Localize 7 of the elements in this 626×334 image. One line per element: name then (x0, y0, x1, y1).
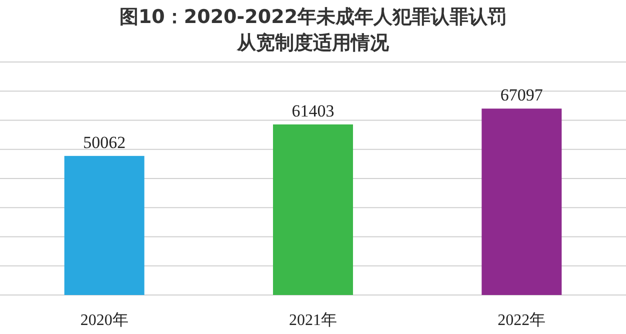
data-label: 67097 (500, 86, 544, 105)
chart-title: 图10：2020-2022年未成年人犯罪认罪认罚从宽制度适用情况 (118, 5, 508, 56)
data-label: 61403 (292, 101, 334, 120)
x-tick-label: 2022年 (498, 312, 546, 329)
x-tick-label: 2020年 (80, 312, 128, 329)
data-label: 50062 (83, 132, 126, 152)
x-tick-label: 2021年 (289, 312, 337, 329)
